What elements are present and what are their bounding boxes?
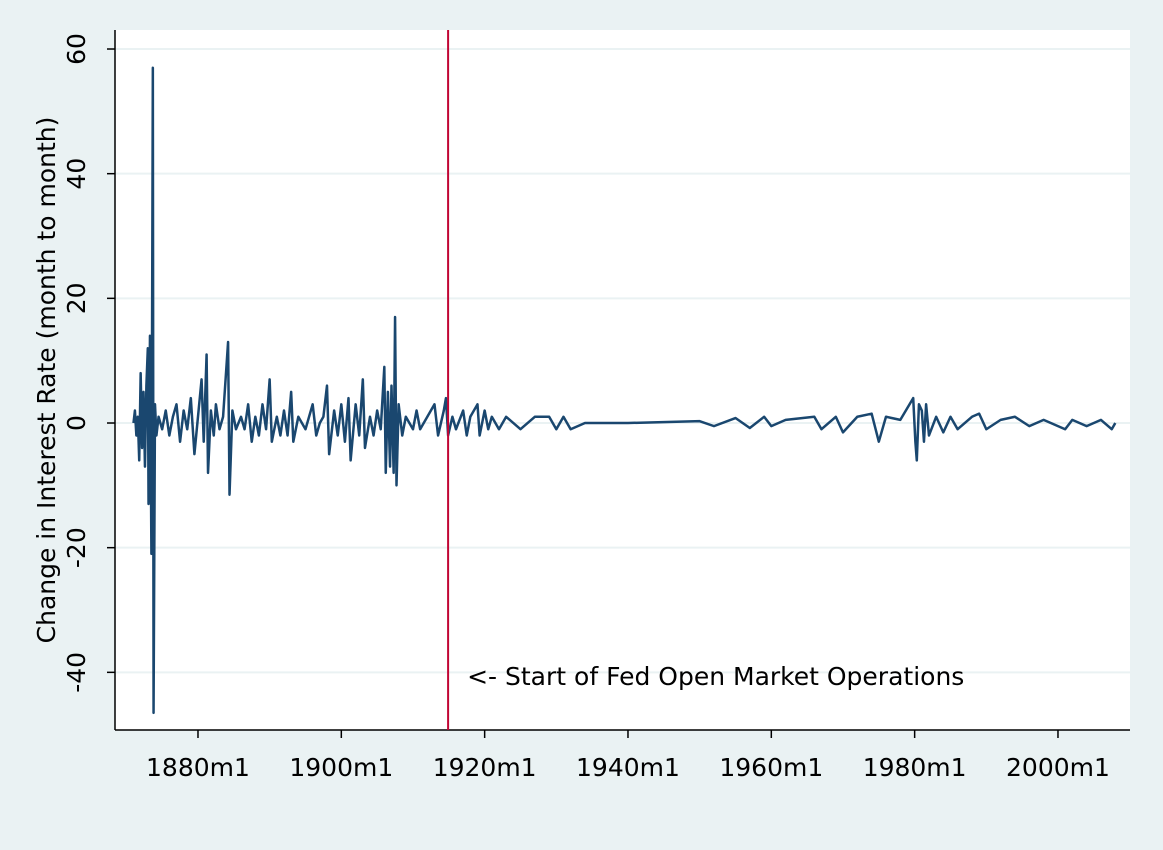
y-tick-label: 40 [62, 158, 91, 190]
annotation: <- Start of Fed Open Market Operations [467, 662, 964, 691]
x-tick-label: 1940m1 [576, 753, 680, 782]
x-tick-label: 1980m1 [863, 753, 967, 782]
x-tick-label: 1880m1 [146, 753, 250, 782]
x-tick-label: 2000m1 [1006, 753, 1110, 782]
x-tick-label: 1960m1 [719, 753, 823, 782]
data-line [132, 66, 1117, 715]
y-axis-title: Change in Interest Rate (month to month) [32, 117, 61, 644]
x-tick-label: 1920m1 [433, 753, 537, 782]
y-tick-label: -20 [62, 527, 91, 568]
x-tick-label: 1900m1 [289, 753, 393, 782]
y-tick-label: 0 [62, 415, 91, 431]
y-tick-label: 20 [62, 282, 91, 314]
y-tick-label: 60 [62, 33, 91, 65]
y-tick-label: -40 [62, 652, 91, 693]
plot-area [115, 30, 1130, 730]
